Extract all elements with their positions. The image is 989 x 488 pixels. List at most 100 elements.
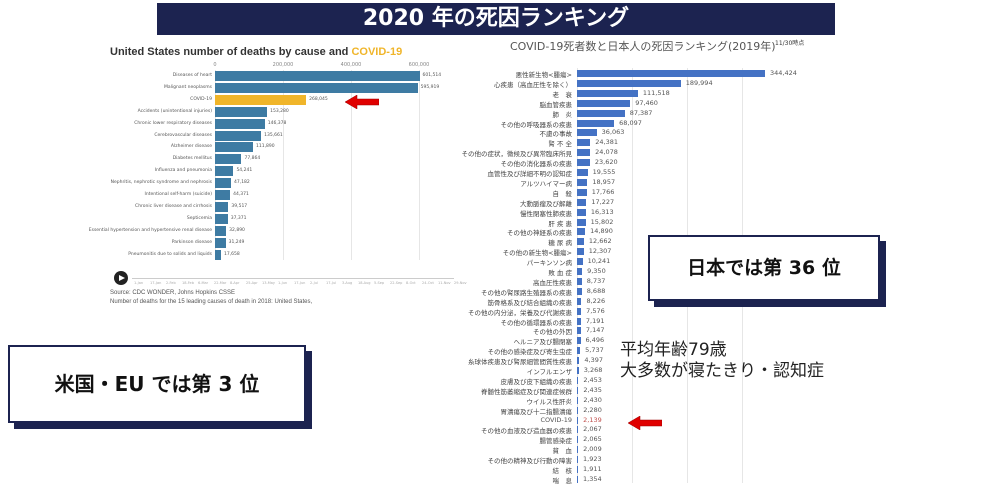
us-eu-rank-callout: 米国・EU では第 3 位 [8, 345, 306, 423]
timeline-slider[interactable] [132, 278, 454, 279]
bar [577, 248, 584, 256]
bar-value-label: 268,045 [309, 96, 328, 102]
bar-value-label: 17,227 [591, 197, 615, 206]
bar-value-label: 1,354 [583, 474, 602, 483]
bar-category-label: その他の外因 [533, 328, 572, 337]
bar-value-label: 4,397 [584, 356, 603, 365]
bar-category-label: Essential hypertension and hypertensive … [88, 227, 212, 233]
bar [577, 129, 597, 137]
bar [577, 297, 582, 305]
jp-chart-title: COVID-19死者数と日本人の死因ランキング(2019年) [510, 40, 776, 53]
bar [215, 130, 262, 141]
bar [577, 456, 579, 464]
bar [215, 237, 226, 248]
timeline-tick: 8-Apr [230, 281, 240, 285]
bar-value-label: 32,890 [229, 227, 245, 233]
note-line-2: 大多数が寝たきり・認知症 [620, 361, 824, 381]
bar-value-label: 19,555 [592, 168, 616, 176]
bar-category-label: 慢性閉塞性肺疾患 [520, 209, 572, 218]
bar-category-label: 胃潰瘍及び十二指腸潰瘍 [500, 407, 573, 416]
bar-value-label: 54,241 [236, 168, 253, 174]
bar-category-label: 不慮の事故 [539, 130, 573, 139]
bar [577, 357, 580, 365]
us-note: Number of deaths for the 15 leading caus… [110, 299, 313, 305]
bar [577, 208, 586, 216]
x-tick-label: 0 [213, 62, 217, 68]
timeline-tick: 11-Nov [438, 281, 451, 285]
bar-category-label: 老 衰 [552, 90, 573, 99]
bar-category-label: その他の感染症及び寄生虫症 [487, 348, 573, 357]
bar-category-label: 脳血管疾患 [539, 100, 573, 109]
bar-category-label: その他の新生物<腫瘍> [502, 249, 572, 258]
bar-category-label: インフルエンザ [526, 368, 572, 376]
bar-value-label: 111,518 [642, 88, 670, 97]
bar-category-label: Alzheimer disease [170, 144, 212, 150]
bar [577, 337, 581, 345]
us-title-highlight: COVID-19 [351, 46, 403, 58]
bar [577, 277, 582, 285]
bar-category-label: ウイルス性肝炎 [526, 397, 573, 406]
bar-value-label: 3,268 [583, 366, 603, 374]
bar-value-label: 14,890 [590, 227, 613, 236]
timeline-tick: 22-Mar [214, 281, 227, 285]
bar-value-label: 68,097 [619, 118, 642, 127]
bar [215, 201, 229, 212]
bar-value-label: 16,313 [590, 207, 614, 216]
bar-category-label: その他の循環器系の疾患 [500, 318, 573, 327]
play-button[interactable] [114, 271, 128, 285]
gridline [419, 70, 420, 260]
timeline-tick: 18-Feb [182, 281, 194, 285]
bar-category-label: Chronic lower respiratory diseases [134, 120, 212, 126]
bar-category-label: ヘルニア及び腸閉塞 [513, 338, 573, 347]
bar-category-label: Nephritis, nephrotic syndrome and nephro… [110, 180, 212, 186]
bar-value-label: 17,658 [224, 251, 240, 257]
bar-value-label: 37,371 [230, 215, 247, 221]
bar-value-label: 1,911 [583, 465, 602, 473]
bar [577, 307, 582, 315]
bar-value-label: 12,662 [588, 237, 612, 246]
bar-category-label: Accidents (unintentional injuries) [137, 108, 212, 114]
bar [215, 71, 420, 81]
note-line-1: 平均年齢79歳 [620, 340, 727, 360]
bar-value-label: 135,661 [264, 132, 283, 138]
bar-value-label: 7,576 [586, 306, 605, 315]
bar-category-label: Septicemia [186, 215, 212, 221]
bar-category-label: 血管性及び詳細不明の認知症 [487, 170, 573, 178]
bar [577, 475, 578, 483]
bar [577, 159, 590, 167]
bar [577, 416, 579, 424]
bar [577, 426, 579, 434]
bar-category-label: Diseases of heart [172, 73, 212, 78]
bar-category-label: 高血圧性疾患 [533, 278, 572, 287]
bar-value-label: 601,514 [422, 73, 442, 78]
timeline-tick: 17-Jul [326, 281, 337, 285]
bar-value-label: 36,063 [601, 128, 625, 137]
bar-value-label: 153,280 [270, 108, 289, 114]
bar-value-label: 2,139 [583, 415, 602, 424]
bar-category-label: 脊髄性筋萎縮症及び関連症候群 [481, 387, 572, 396]
bar [577, 198, 587, 206]
x-tick-label: 200,000 [272, 62, 294, 68]
bar-value-label: 23,620 [594, 158, 618, 167]
timeline-tick: 3-Aug [342, 281, 353, 285]
age-note: 平均年齢79歳 大多数が寝たきり・認知症 [620, 340, 824, 382]
timeline-tick: 2-Jul [310, 281, 318, 285]
bar-value-label: 9,350 [587, 267, 606, 275]
bar [577, 268, 583, 275]
bar-category-label: Influenza and pneumonia [154, 168, 212, 174]
bar-category-label: COVID-19 [540, 415, 572, 424]
bar [215, 154, 242, 165]
bar [577, 386, 579, 394]
bar [577, 446, 579, 454]
bar-value-label: 2,009 [583, 445, 602, 454]
bar [577, 436, 579, 444]
bar [215, 94, 307, 105]
bar-category-label: その他の内分泌，栄養及び代謝疾患 [468, 308, 572, 317]
bar-value-label: 7,147 [585, 326, 605, 335]
bar-category-label: Parkinson disease [171, 239, 212, 245]
bar-category-label: その他の呼吸器系の疾患 [500, 120, 573, 129]
bar-value-label: 12,307 [588, 247, 612, 256]
bar [215, 190, 231, 200]
bar [215, 106, 268, 117]
bar-category-label: その他の症状，徴候及び異常臨床所見 [461, 150, 573, 159]
